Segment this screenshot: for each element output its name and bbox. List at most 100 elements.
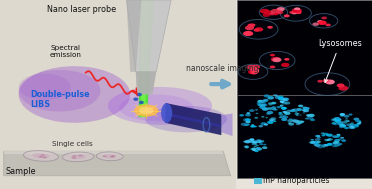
Circle shape: [334, 143, 340, 147]
Circle shape: [297, 109, 302, 111]
Circle shape: [336, 118, 341, 121]
Circle shape: [334, 141, 339, 144]
Circle shape: [250, 70, 259, 74]
Ellipse shape: [19, 66, 130, 123]
Circle shape: [326, 139, 329, 141]
Circle shape: [336, 121, 342, 124]
Circle shape: [264, 10, 272, 15]
Circle shape: [269, 109, 272, 111]
Circle shape: [254, 146, 257, 147]
Circle shape: [355, 124, 359, 126]
Circle shape: [262, 107, 269, 111]
Text: Lysosomes: Lysosomes: [318, 39, 362, 82]
Circle shape: [321, 132, 325, 134]
Circle shape: [309, 141, 315, 144]
Circle shape: [340, 137, 344, 139]
Circle shape: [327, 139, 329, 140]
Ellipse shape: [72, 155, 77, 157]
Circle shape: [281, 107, 287, 110]
Ellipse shape: [108, 87, 212, 125]
Circle shape: [264, 94, 270, 98]
Circle shape: [261, 116, 264, 118]
Circle shape: [328, 139, 331, 141]
Circle shape: [252, 65, 260, 69]
Circle shape: [295, 120, 301, 123]
Circle shape: [338, 139, 341, 140]
Ellipse shape: [103, 154, 116, 159]
Circle shape: [251, 148, 257, 150]
Circle shape: [311, 139, 314, 141]
Circle shape: [342, 126, 346, 128]
Polygon shape: [126, 0, 141, 72]
Circle shape: [350, 126, 354, 128]
Circle shape: [255, 144, 257, 145]
Circle shape: [258, 141, 263, 143]
Circle shape: [317, 141, 321, 143]
Circle shape: [245, 114, 251, 116]
Circle shape: [294, 10, 302, 14]
Ellipse shape: [78, 155, 83, 156]
Circle shape: [302, 107, 307, 109]
Circle shape: [260, 6, 286, 19]
Circle shape: [284, 58, 289, 61]
Circle shape: [346, 123, 352, 126]
Circle shape: [337, 83, 344, 88]
Circle shape: [289, 11, 294, 14]
Circle shape: [317, 145, 323, 148]
Polygon shape: [221, 113, 232, 136]
Circle shape: [331, 122, 336, 125]
Circle shape: [294, 10, 299, 13]
Circle shape: [260, 9, 270, 14]
Circle shape: [247, 23, 255, 27]
Circle shape: [258, 142, 261, 143]
Circle shape: [256, 148, 262, 151]
Circle shape: [270, 9, 281, 14]
Circle shape: [328, 138, 331, 140]
Polygon shape: [166, 112, 221, 128]
Circle shape: [248, 140, 254, 143]
Circle shape: [243, 31, 253, 36]
Circle shape: [246, 65, 256, 70]
Text: Spectral
emission: Spectral emission: [49, 45, 81, 58]
Circle shape: [249, 71, 256, 74]
Circle shape: [281, 118, 287, 121]
Circle shape: [256, 113, 259, 114]
Circle shape: [245, 26, 254, 30]
Ellipse shape: [42, 157, 47, 158]
Circle shape: [310, 119, 315, 121]
Circle shape: [289, 118, 292, 120]
Circle shape: [349, 125, 355, 129]
Circle shape: [354, 125, 359, 128]
Circle shape: [315, 138, 321, 141]
Text: Single cells: Single cells: [52, 141, 93, 147]
Circle shape: [291, 12, 297, 14]
Circle shape: [326, 144, 330, 146]
Circle shape: [298, 105, 303, 107]
Circle shape: [254, 150, 259, 152]
Circle shape: [311, 141, 315, 143]
Circle shape: [272, 106, 276, 108]
Circle shape: [334, 117, 340, 120]
Circle shape: [269, 103, 273, 105]
Circle shape: [332, 122, 336, 124]
Circle shape: [321, 16, 327, 19]
Circle shape: [286, 110, 291, 112]
Circle shape: [339, 126, 344, 128]
Circle shape: [249, 109, 254, 112]
Circle shape: [340, 113, 345, 116]
Circle shape: [246, 121, 251, 123]
Circle shape: [291, 119, 295, 121]
Circle shape: [260, 122, 267, 125]
Circle shape: [250, 125, 255, 128]
Circle shape: [299, 115, 302, 116]
Circle shape: [245, 141, 250, 143]
Circle shape: [311, 141, 317, 144]
Circle shape: [316, 135, 320, 137]
Polygon shape: [166, 103, 221, 135]
Circle shape: [305, 107, 310, 109]
Circle shape: [283, 99, 287, 101]
Circle shape: [266, 112, 271, 115]
Circle shape: [280, 101, 285, 103]
Circle shape: [250, 138, 254, 141]
Circle shape: [266, 108, 270, 110]
